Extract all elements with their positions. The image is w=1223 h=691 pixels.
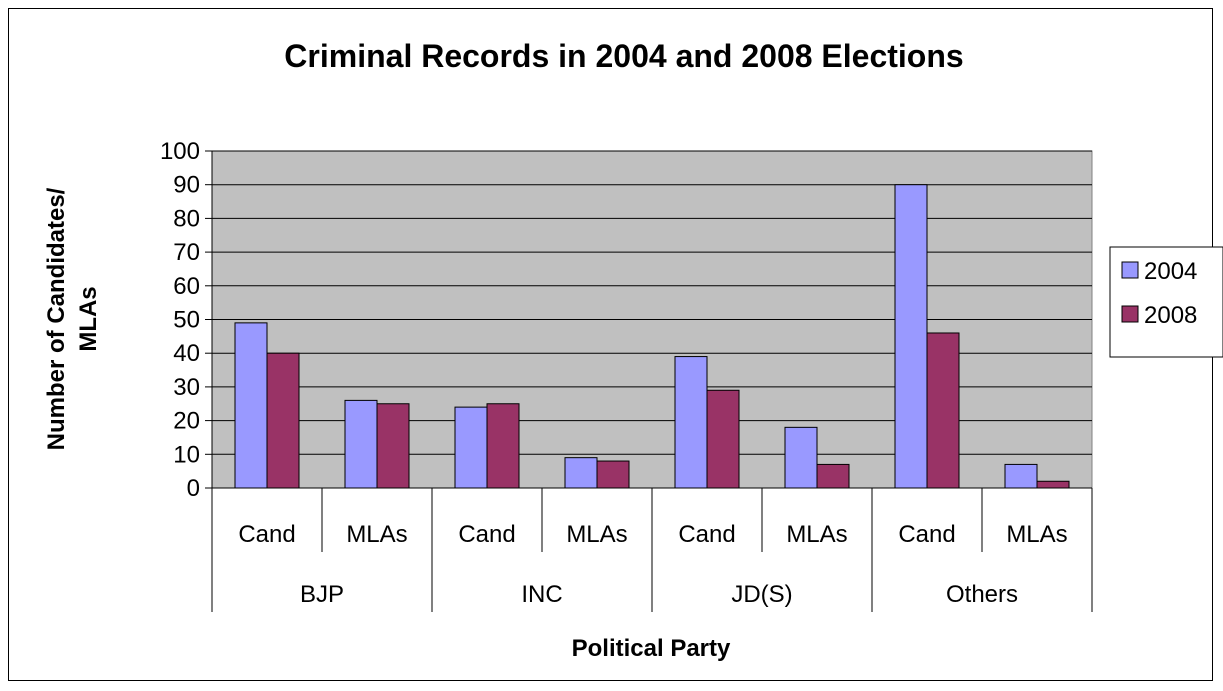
bar-bjp-cand-2008 <box>266 352 300 489</box>
chart-title: Criminal Records in 2004 and 2008 Electi… <box>284 38 963 74</box>
y-tick-label-0: 0 <box>187 475 200 502</box>
y-tick-label-1: 10 <box>173 441 200 468</box>
y-axis-title-line-1: Number of Candidates/ <box>43 187 70 450</box>
bar-others-cand-2008 <box>926 332 960 489</box>
legend: 2004 2008 <box>1109 246 1223 358</box>
group-label-0: BJP <box>300 581 344 608</box>
legend-swatch-2004 <box>1121 261 1139 279</box>
bar-inc-mlas-2008 <box>596 460 630 489</box>
category-label-6: Cand <box>898 521 955 548</box>
bar-inc-mlas-2004 <box>564 457 598 489</box>
bar-others-cand-2004 <box>894 184 928 489</box>
bar-jds-cand-2004 <box>674 356 708 489</box>
y-tick-label-3: 30 <box>173 374 200 401</box>
group-label-2: JD(S) <box>731 581 792 608</box>
y-axis-title-line-2: MLAs <box>75 286 102 351</box>
legend-label-2004: 2004 <box>1144 258 1197 285</box>
category-label-1: MLAs <box>346 521 407 548</box>
y-axis-title: Number of Candidates/ MLAs <box>43 187 102 450</box>
y-tick-label-7: 70 <box>173 239 200 266</box>
y-tick-label-6: 60 <box>173 273 200 300</box>
y-tick-label-8: 80 <box>173 205 200 232</box>
bar-jds-mlas-2004 <box>784 426 818 489</box>
bar-jds-mlas-2008 <box>816 463 850 489</box>
x-axis-title: Political Party <box>572 635 731 662</box>
bar-others-mlas-2008 <box>1036 480 1070 489</box>
bar-jds-cand-2008 <box>706 389 740 489</box>
group-label-3: Others <box>946 581 1018 608</box>
y-tick-label-5: 50 <box>173 307 200 334</box>
category-label-7: MLAs <box>1006 521 1067 548</box>
bar-inc-cand-2004 <box>454 406 488 489</box>
bar-inc-cand-2008 <box>486 403 520 489</box>
y-tick-label-2: 20 <box>173 408 200 435</box>
legend-label-2008: 2008 <box>1144 302 1197 329</box>
category-label-3: MLAs <box>566 521 627 548</box>
y-tick-label-9: 90 <box>173 172 200 199</box>
category-label-5: MLAs <box>786 521 847 548</box>
category-label-0: Cand <box>238 521 295 548</box>
legend-swatch-2008 <box>1121 305 1139 323</box>
bar-bjp-mlas-2004 <box>344 399 378 489</box>
y-tick-label-4: 40 <box>173 340 200 367</box>
bar-bjp-cand-2004 <box>234 322 268 489</box>
bar-bjp-mlas-2008 <box>376 403 410 489</box>
category-label-2: Cand <box>458 521 515 548</box>
y-tick-label-10: 100 <box>160 138 200 165</box>
category-label-4: Cand <box>678 521 735 548</box>
bar-others-mlas-2004 <box>1004 463 1038 489</box>
group-label-1: INC <box>521 581 562 608</box>
